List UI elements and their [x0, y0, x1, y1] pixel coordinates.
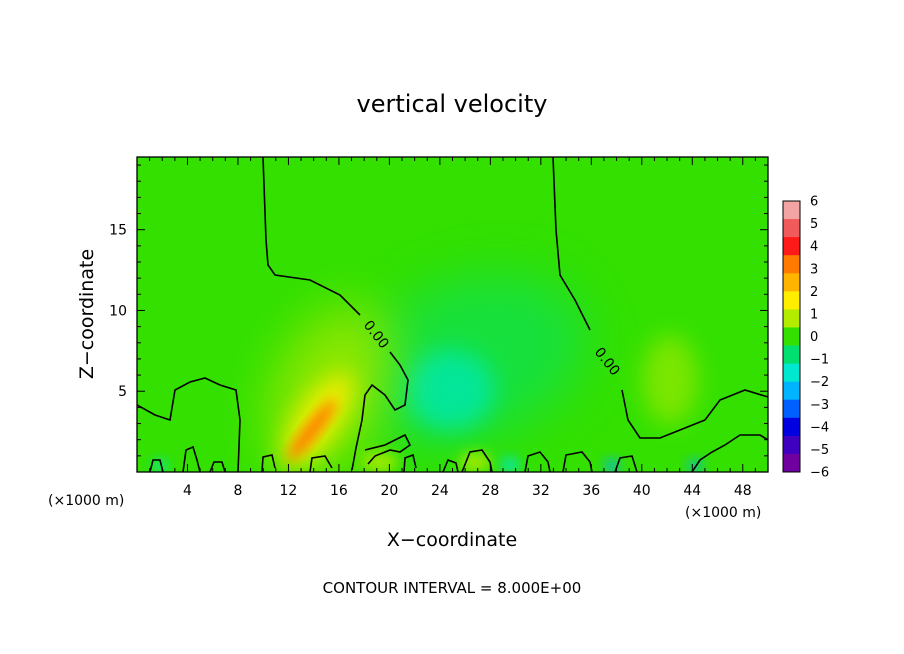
colorbar-label: 6	[810, 195, 818, 210]
contour-line	[562, 451, 593, 472]
contour-line	[351, 351, 409, 471]
colorbar-swatch	[783, 381, 800, 401]
colorbar-label: −1	[810, 353, 829, 368]
x-axis-label: X−coordinate	[387, 529, 517, 551]
colorbar-label: 0	[810, 330, 818, 345]
x-tick-label: 28	[481, 483, 499, 499]
y-axis-label: Z−coordinate	[76, 249, 98, 379]
zero-contours	[137, 157, 768, 472]
surface-cell	[459, 452, 491, 472]
colorbar-swatch	[783, 327, 800, 347]
colorbar-frame	[782, 200, 801, 473]
x-unit-left: (×1000 m)	[48, 493, 124, 509]
x-tick-label: 16	[330, 483, 348, 499]
colorbar-label: 5	[810, 217, 818, 232]
colorbar-label: −6	[810, 466, 829, 481]
colorbar	[782, 200, 801, 473]
contour-line	[691, 434, 768, 472]
x-tick-label: 12	[280, 483, 298, 499]
contour-line	[209, 461, 226, 472]
surface-cell	[362, 452, 398, 472]
y-tick-label: 10	[109, 303, 127, 319]
x-tick-label: 4	[183, 483, 192, 499]
colorbar-label: −2	[810, 375, 829, 390]
colorbar-swatch	[783, 453, 800, 473]
contour-line	[182, 445, 201, 472]
x-tick-labels: 4 8 12 16 20 24 28 32 36 40 44 48	[183, 483, 752, 499]
colorbar-swatch	[783, 435, 800, 455]
surface-cell	[152, 459, 168, 472]
contour-line	[137, 377, 241, 472]
colorbar-swatch	[783, 273, 800, 292]
colorbar-label: 1	[810, 307, 818, 322]
colorbar-swatch	[783, 291, 800, 310]
contour-line	[364, 433, 412, 465]
colorbar-swatch	[783, 255, 800, 274]
contour-line	[403, 453, 417, 472]
colorbar-label: −3	[810, 398, 829, 413]
y-tick-labels: 5 10 15	[109, 223, 127, 401]
colorbar-label: −5	[810, 443, 829, 458]
colorbar-label: 2	[810, 285, 818, 300]
x-tick-label: 44	[683, 483, 701, 499]
colorbar-label: 3	[810, 262, 818, 277]
updraft-plume-core	[287, 399, 337, 461]
y-tick-label: 15	[109, 223, 127, 239]
contour-line	[524, 451, 551, 472]
chart-title: vertical velocity	[357, 90, 548, 118]
contour-line	[262, 157, 361, 316]
downdraft-core	[405, 350, 495, 430]
colorbar-swatch	[783, 345, 800, 365]
surface-cell	[500, 457, 520, 472]
heatmap-field	[137, 157, 768, 472]
x-tick-label: 32	[532, 483, 550, 499]
contour-line	[552, 157, 591, 331]
x-tick-label: 40	[633, 483, 651, 499]
contour-line	[149, 459, 164, 472]
colorbar-swatch	[783, 201, 800, 220]
contour-line	[261, 454, 276, 472]
x-tick-label: 20	[380, 483, 398, 499]
contour-line	[614, 455, 638, 472]
contour-line	[621, 389, 768, 439]
colorbar-label: −4	[810, 420, 829, 435]
colorbar-swatch	[783, 309, 800, 328]
contour-line	[309, 455, 333, 472]
x-tick-label: 36	[582, 483, 600, 499]
x-tick-label: 8	[233, 483, 242, 499]
y-tick-label: 5	[118, 384, 127, 400]
colorbar-label: 4	[810, 240, 818, 255]
colorbar-swatch	[783, 363, 800, 383]
x-tick-label: 48	[734, 483, 752, 499]
updraft-right	[642, 335, 698, 425]
axis-ticks	[137, 157, 768, 472]
contour-interval-note: CONTOUR INTERVAL = 8.000E+00	[323, 579, 582, 597]
colorbar-swatch	[783, 219, 800, 238]
colorbar-swatch	[783, 399, 800, 419]
surface-cell	[687, 459, 703, 472]
colorbar-swatch	[783, 237, 800, 256]
colorbar-labels: 6 5 4 3 2 1 0 −1 −2 −3 −4 −5 −6	[810, 195, 829, 481]
contour-line	[442, 458, 459, 472]
x-unit-right: (×1000 m)	[685, 505, 761, 521]
colorbar-swatch	[783, 417, 800, 437]
x-tick-label: 24	[431, 483, 449, 499]
